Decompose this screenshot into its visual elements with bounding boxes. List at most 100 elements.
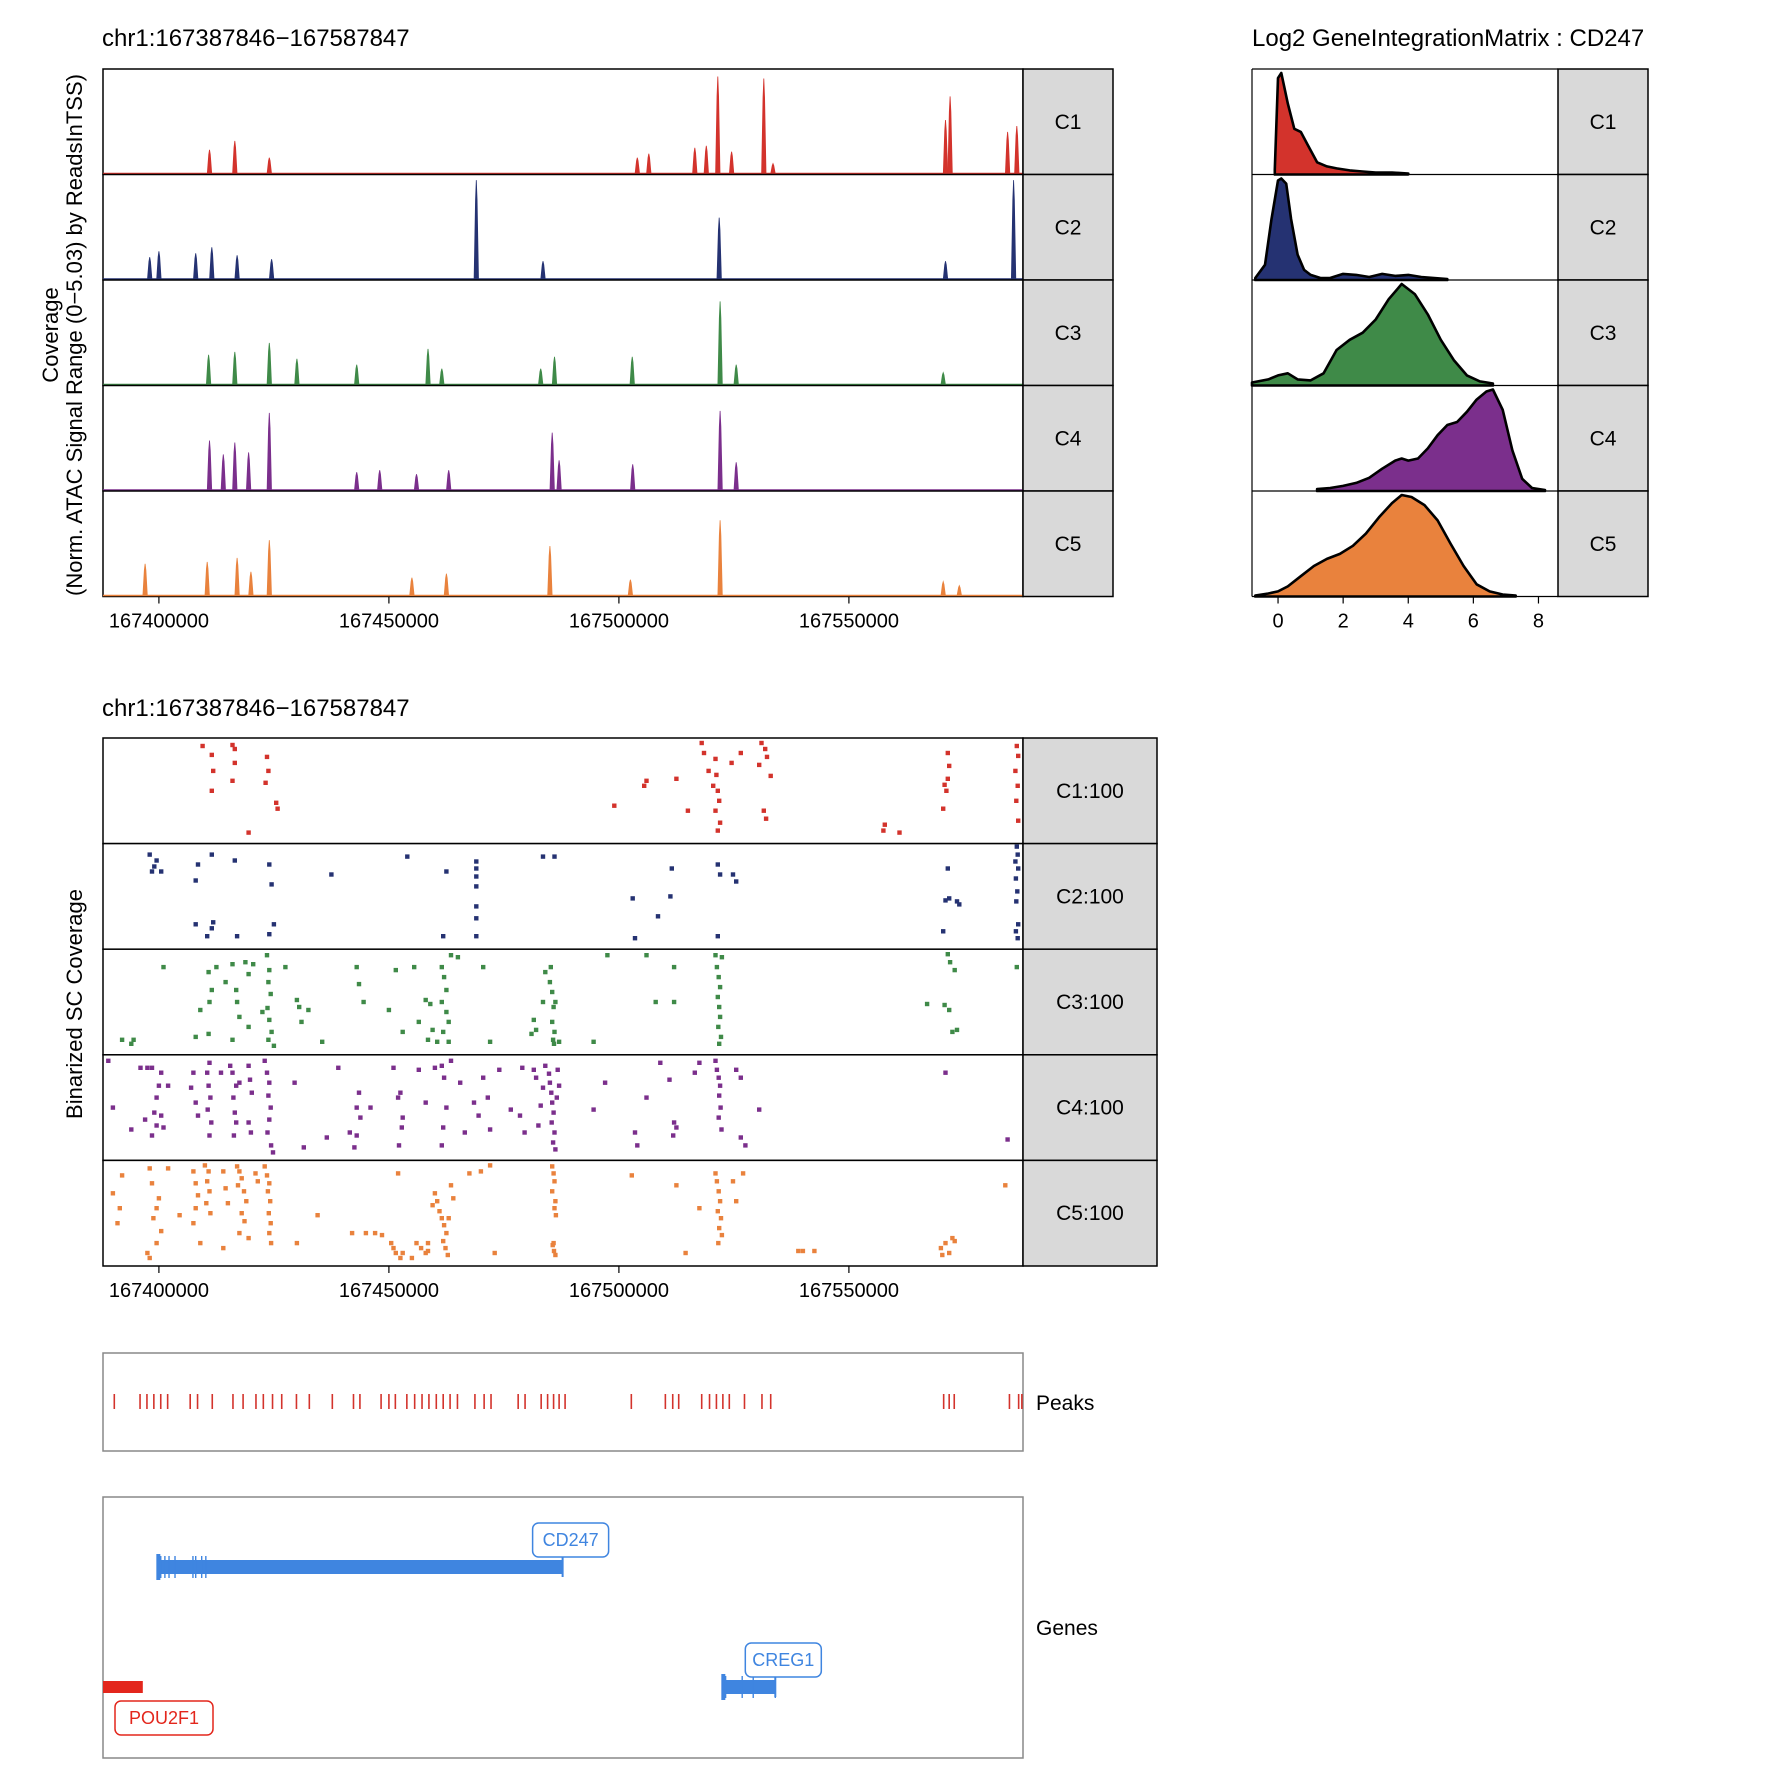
binarized-point-C4: [555, 1067, 560, 1072]
binarized-point-C5: [716, 1240, 721, 1246]
binarized-point-C1: [944, 788, 949, 793]
binarized-point-C3: [416, 1019, 421, 1025]
binarized-point-C5: [372, 1230, 378, 1236]
binarized-point-C4: [632, 1130, 638, 1135]
coverage-peak-C5: [443, 573, 450, 596]
coverage-peak-C5: [717, 520, 723, 596]
binarized-point-C4: [195, 1113, 201, 1118]
binarized-point-C5: [239, 1211, 244, 1216]
binarized-point-C2: [474, 884, 479, 889]
ridge-density-C1: [1273, 71, 1410, 176]
binarized-point-C4: [193, 1100, 198, 1105]
ridge-strip: [1557, 490, 1649, 598]
binarized-point-C4: [324, 1135, 329, 1140]
binarized-point-C4: [129, 1127, 134, 1132]
binarized-point-C5: [418, 1245, 424, 1251]
binarized-point-C4: [536, 1123, 541, 1128]
binarized-point-C2: [474, 859, 479, 864]
binarized-point-C2: [269, 882, 274, 887]
binarized-point-C5: [204, 1201, 209, 1206]
binarized-point-C3: [230, 962, 235, 967]
binarized-point-C1: [674, 776, 679, 781]
ridge-x-tick-label: 8: [1533, 611, 1544, 633]
binarized-point-C4: [301, 1145, 306, 1150]
binarized-point-C3: [446, 1019, 451, 1025]
coverage-peak-C5: [409, 577, 415, 596]
coverage-peak-C2: [1010, 180, 1017, 280]
binarized-point-C3: [550, 1019, 555, 1025]
binarized-point-C5: [467, 1171, 472, 1176]
binarized-point-C1: [1014, 798, 1019, 803]
binarized-point-C3: [129, 1041, 134, 1046]
binarized-point-C4: [234, 1120, 239, 1125]
binarized-point-C5: [812, 1248, 817, 1254]
binarized-strip: [1022, 948, 1158, 1056]
coverage-peak-C1: [266, 157, 272, 174]
binarized-point-C2: [267, 932, 272, 937]
binarized-point-C3: [533, 1027, 539, 1033]
coverage-peak-C1: [715, 76, 721, 174]
binarized-point-C4: [556, 1083, 562, 1088]
binarized-point-C5: [193, 1181, 198, 1186]
ridge-strip-label: C3: [1590, 322, 1617, 345]
binarized-point-C4: [591, 1107, 596, 1112]
binarized-point-C5: [268, 1221, 273, 1226]
binarized-point-C5: [550, 1164, 555, 1169]
binarized-point-C4: [207, 1133, 212, 1138]
coverage-peak-C2: [473, 180, 479, 280]
binarized-point-C3: [193, 1034, 198, 1040]
binarized-point-C5: [117, 1206, 122, 1211]
binarized-point-C4: [232, 1110, 237, 1115]
binarized-point-C5: [195, 1193, 201, 1198]
coverage-peak-C5: [266, 540, 272, 596]
binarized-point-C3: [531, 1017, 536, 1023]
coverage-peak-C3: [425, 348, 431, 385]
coverage-peak-C1: [646, 153, 652, 174]
coverage-peak-C3: [629, 356, 635, 385]
binarized-point-C2: [147, 852, 152, 857]
binarized-point-C3: [271, 1043, 277, 1048]
binarized-point-C4: [208, 1095, 213, 1100]
coverage-peak-C1: [947, 96, 953, 174]
binarized-point-C3: [400, 1029, 405, 1035]
binarized-point-C4: [149, 1133, 155, 1138]
gene-body-POU2F1: [103, 1681, 143, 1693]
binarized-point-C4: [209, 1120, 214, 1125]
peak-marks: [113, 1394, 1023, 1409]
binarized-point-C4: [347, 1130, 352, 1135]
coverage-strip: [1022, 279, 1114, 387]
binarized-point-C3: [266, 1037, 271, 1042]
binarized-point-C5: [1003, 1183, 1008, 1188]
binarized-point-C4: [268, 1143, 274, 1148]
binarized-point-C3: [439, 999, 444, 1005]
coverage-facet-frame: [102, 490, 1024, 598]
gene-label-POU2F1: POU2F1: [129, 1708, 199, 1728]
expression-title: Log2 GeneIntegrationMatrix : CD247: [1252, 25, 1644, 52]
binarized-point-C5: [349, 1230, 355, 1236]
binarized-ylabel: Binarized SC Coverage: [62, 889, 87, 1119]
binarized-point-C5: [714, 1179, 720, 1184]
coverage-peak-C1: [761, 78, 767, 174]
binarized-point-C5: [398, 1255, 403, 1261]
coverage-strip: [1022, 173, 1114, 281]
binarized-point-C5: [683, 1250, 688, 1256]
binarized-point-C4: [398, 1090, 403, 1095]
gene-marks: CD247 CREG1 POU2F1: [103, 1522, 823, 1736]
binarized-point-C4: [667, 1077, 672, 1082]
binarized-point-C3: [223, 979, 228, 985]
binarized-point-C4: [546, 1071, 552, 1076]
binarized-point-C4: [159, 1070, 164, 1075]
binarized-point-C2: [945, 866, 950, 871]
ridge-strip-label: C1: [1590, 111, 1617, 134]
binarized-point-C3: [543, 969, 548, 975]
binarized-point-C3: [717, 1041, 722, 1046]
binarized-point-C1: [246, 830, 251, 835]
expression-panel: Log2 GeneIntegrationMatrix : CD247 C1C2C…: [1250, 25, 1649, 633]
binarized-point-C4: [719, 1127, 724, 1132]
binarized-point-C3: [237, 1014, 242, 1020]
binarized-point-C5: [451, 1196, 456, 1201]
binarized-point-C4: [717, 1083, 723, 1088]
binarized-strip-label: C5:100: [1056, 1202, 1124, 1225]
binarized-point-C3: [297, 1004, 302, 1010]
binarized-point-C2: [211, 920, 216, 925]
